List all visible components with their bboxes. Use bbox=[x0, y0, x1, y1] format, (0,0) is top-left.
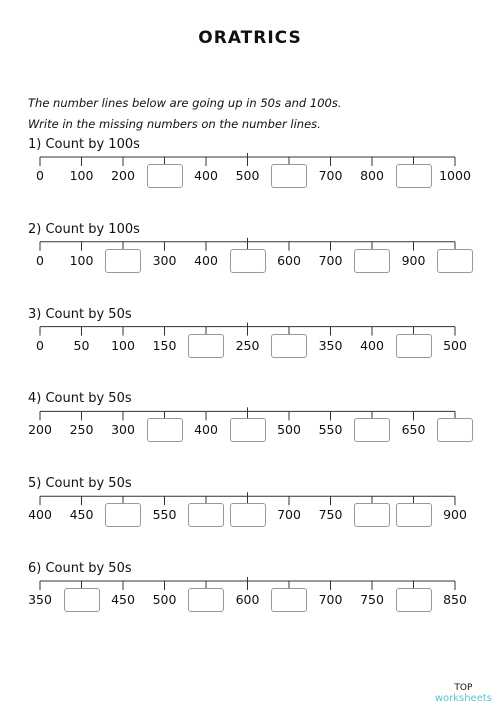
number-label: 500 bbox=[443, 337, 467, 353]
number-label: 400 bbox=[194, 422, 218, 438]
number-label: 500 bbox=[152, 592, 177, 607]
number-label: 350 bbox=[28, 592, 52, 607]
number-label: 400 bbox=[28, 507, 52, 523]
answer-box bbox=[437, 418, 473, 443]
answer-box bbox=[395, 333, 432, 358]
number-label: 900 bbox=[443, 507, 467, 523]
number-label: 350 bbox=[318, 337, 343, 353]
answer-box bbox=[271, 164, 307, 188]
instruction: The number lines below are going up in 5… bbox=[28, 96, 342, 110]
number-label: 450 bbox=[69, 507, 94, 523]
number-label: 500 bbox=[235, 168, 260, 183]
number-label: 600 bbox=[235, 592, 260, 607]
answer-box bbox=[146, 164, 183, 188]
exercise-title: 3) Count by 50s bbox=[28, 306, 132, 322]
number-label: 700 bbox=[318, 252, 343, 268]
footer: TOP worksheets bbox=[435, 683, 492, 704]
number-label: 550 bbox=[318, 422, 343, 438]
answer-box bbox=[437, 248, 473, 273]
answer-box bbox=[354, 503, 390, 528]
answer-box bbox=[188, 503, 224, 528]
number-label: 150 bbox=[152, 337, 177, 353]
number-label: 300 bbox=[152, 252, 177, 268]
answer-box bbox=[105, 503, 141, 528]
answer-box bbox=[271, 333, 307, 358]
number-label: 0 bbox=[36, 337, 44, 353]
number-label: 700 bbox=[277, 507, 301, 523]
number-label: 100 bbox=[111, 337, 135, 353]
number-label: 0 bbox=[36, 168, 44, 183]
answer-box bbox=[395, 164, 432, 188]
answer-box bbox=[229, 418, 266, 443]
number-label: 450 bbox=[111, 592, 135, 607]
number-label: 550 bbox=[152, 507, 177, 523]
number-label: 100 bbox=[69, 168, 94, 183]
number-label: 0 bbox=[36, 252, 44, 268]
exercise-title: 5) Count by 50s bbox=[28, 476, 132, 492]
answer-box bbox=[105, 248, 141, 273]
answer-box bbox=[188, 588, 224, 612]
exercise-title: 6) Count by 50s bbox=[28, 561, 132, 576]
number-label: 250 bbox=[235, 337, 260, 353]
footer-sub: worksheets bbox=[434, 693, 492, 704]
number-label: 500 bbox=[277, 422, 301, 438]
number-label: 300 bbox=[111, 422, 135, 438]
number-label: 850 bbox=[443, 592, 467, 607]
number-label: 400 bbox=[194, 168, 218, 183]
exercise-title: 1) Count by 100s bbox=[28, 137, 140, 152]
answer-box bbox=[146, 418, 183, 443]
answer-box bbox=[354, 418, 390, 443]
number-label: 650 bbox=[401, 422, 426, 438]
number-label: 750 bbox=[360, 592, 384, 607]
number-label: 700 bbox=[318, 168, 343, 183]
exercise-title: 2) Count by 100s bbox=[28, 221, 140, 237]
number-label: 200 bbox=[111, 168, 135, 183]
number-label: 800 bbox=[360, 168, 384, 183]
number-label: 50 bbox=[73, 337, 90, 353]
number-label: 750 bbox=[318, 507, 343, 523]
number-label: 400 bbox=[360, 337, 384, 353]
logo: ORATRICS bbox=[198, 28, 302, 48]
footer-brand: TOP bbox=[454, 683, 473, 693]
answer-box bbox=[229, 503, 266, 528]
number-label: 600 bbox=[277, 252, 301, 268]
exercise-title: 4) Count by 50s bbox=[28, 391, 132, 407]
number-label: 400 bbox=[194, 252, 218, 268]
answer-box bbox=[188, 333, 224, 358]
answer-box bbox=[229, 248, 266, 273]
answer-box bbox=[395, 588, 432, 612]
number-label: 700 bbox=[318, 592, 343, 607]
number-label: 1000 bbox=[439, 168, 471, 183]
number-label: 100 bbox=[69, 252, 94, 268]
number-label: 200 bbox=[28, 422, 52, 438]
number-label: 900 bbox=[401, 252, 426, 268]
answer-box bbox=[354, 248, 390, 273]
number-label: 250 bbox=[69, 422, 94, 438]
answer-box bbox=[395, 503, 432, 528]
instruction: Write in the missing numbers on the numb… bbox=[28, 117, 321, 131]
answer-box bbox=[271, 588, 307, 612]
answer-box bbox=[63, 588, 100, 612]
